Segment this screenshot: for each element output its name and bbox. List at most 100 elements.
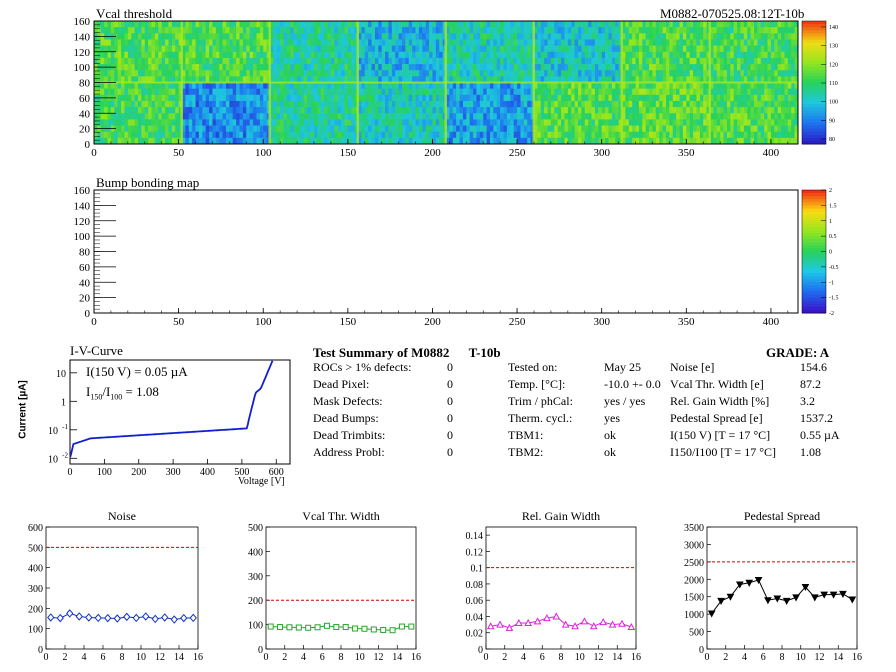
heatmap-cell bbox=[581, 131, 586, 139]
heatmap-cell bbox=[446, 82, 450, 90]
heatmap-cell bbox=[378, 45, 383, 53]
heatmap-cell bbox=[625, 51, 630, 59]
heatmap-cell bbox=[171, 51, 176, 59]
heatmap-cell bbox=[378, 21, 383, 28]
heatmap-cell bbox=[185, 119, 190, 126]
heatmap-cell bbox=[476, 107, 481, 114]
heatmap-cell bbox=[371, 137, 376, 145]
heatmap-cell bbox=[493, 131, 498, 139]
heatmap-cell bbox=[645, 33, 650, 40]
heatmap-cell bbox=[310, 64, 315, 71]
heatmap-cell bbox=[327, 119, 332, 126]
heatmap-cell bbox=[229, 45, 234, 53]
y-tick-label: 500 bbox=[28, 543, 43, 554]
heatmap-cell bbox=[439, 33, 444, 40]
heatmap-cell bbox=[513, 70, 518, 77]
heatmap-cell bbox=[429, 51, 433, 59]
heatmap-cell bbox=[134, 125, 139, 133]
heatmap-cell bbox=[544, 100, 548, 108]
heatmap-cell bbox=[794, 27, 799, 34]
heatmap-cell bbox=[682, 82, 687, 90]
heatmap-cell bbox=[632, 27, 636, 34]
heatmap-cell bbox=[534, 94, 538, 102]
summary-right-value: 1537.2 bbox=[800, 411, 833, 425]
heatmap-cell bbox=[391, 45, 396, 53]
heatmap-cell bbox=[479, 51, 484, 59]
heatmap-cell bbox=[730, 27, 735, 34]
heatmap-cell bbox=[547, 39, 552, 46]
x-tick-label: 350 bbox=[678, 316, 695, 328]
heatmap-cell bbox=[581, 137, 586, 145]
heatmap-cell bbox=[168, 64, 173, 71]
heatmap-cell bbox=[754, 45, 758, 53]
heatmap-cell bbox=[452, 45, 457, 53]
heatmap-cell bbox=[571, 51, 576, 59]
heatmap-cell bbox=[283, 100, 288, 108]
heatmap-cell bbox=[151, 82, 156, 90]
heatmap-cell bbox=[500, 131, 504, 139]
heatmap-cell bbox=[297, 64, 301, 71]
heatmap-cell bbox=[303, 33, 308, 40]
heatmap-cell bbox=[422, 107, 427, 114]
summary-title-text: Test Summary of M0882 bbox=[313, 345, 450, 360]
heatmap-cell bbox=[158, 39, 163, 46]
heatmap-cell bbox=[246, 113, 251, 120]
heatmap-cell bbox=[374, 107, 379, 114]
heatmap-cell bbox=[672, 45, 677, 53]
heatmap-cell bbox=[483, 107, 488, 114]
heatmap-cell bbox=[212, 125, 217, 133]
heatmap-cell bbox=[716, 45, 721, 53]
heatmap-cell bbox=[699, 39, 704, 46]
heatmap-cell bbox=[229, 39, 234, 46]
heatmap-cell bbox=[300, 131, 305, 139]
data-point bbox=[305, 624, 312, 631]
heatmap-cell bbox=[290, 70, 295, 77]
heatmap-cell bbox=[547, 51, 552, 59]
colorbar-swatch bbox=[802, 202, 826, 206]
heatmap-cell bbox=[435, 39, 440, 46]
heatmap-cell bbox=[743, 113, 748, 120]
heatmap-cell bbox=[686, 64, 691, 71]
y-tick-label: 300 bbox=[248, 572, 263, 583]
heatmap-cell bbox=[395, 82, 400, 90]
heatmap-cell bbox=[446, 45, 450, 53]
heatmap-cell bbox=[124, 100, 129, 108]
heatmap-cell bbox=[605, 27, 609, 34]
heatmap-cell bbox=[740, 82, 745, 90]
heatmap-cell bbox=[452, 70, 457, 77]
heatmap-cell bbox=[270, 88, 274, 96]
heatmap-cell bbox=[713, 21, 718, 28]
heatmap-cell bbox=[520, 21, 525, 28]
heatmap-cell bbox=[161, 70, 166, 77]
heatmap-cell bbox=[594, 100, 599, 108]
heatmap-cell bbox=[398, 57, 403, 65]
heatmap-cell bbox=[219, 113, 224, 120]
heatmap-cell bbox=[165, 125, 169, 133]
heatmap-cell bbox=[490, 88, 494, 96]
heatmap-cell bbox=[324, 76, 328, 83]
heatmap-cell bbox=[645, 21, 650, 28]
colorbar-swatch bbox=[802, 57, 826, 62]
heatmap-cell bbox=[730, 82, 735, 90]
heatmap-cell bbox=[127, 39, 132, 46]
heatmap-cell bbox=[608, 137, 613, 145]
heatmap-cell bbox=[229, 125, 234, 133]
heatmap-cell bbox=[764, 107, 768, 114]
heatmap-cell bbox=[435, 76, 440, 83]
heatmap-cell bbox=[723, 70, 728, 77]
heatmap-cell bbox=[94, 131, 98, 139]
summary-middle-label: Temp. [°C]: bbox=[508, 377, 566, 391]
heatmap-cell bbox=[405, 88, 410, 96]
heatmap-cell bbox=[209, 45, 213, 53]
heatmap-cell bbox=[635, 125, 640, 133]
heatmap-cell bbox=[97, 100, 102, 108]
heatmap-cell bbox=[726, 57, 731, 65]
data-point bbox=[608, 620, 617, 628]
heatmap-cell bbox=[750, 107, 755, 114]
heatmap-cell bbox=[242, 94, 247, 102]
heatmap-cell bbox=[347, 21, 352, 28]
heatmap-cell bbox=[161, 100, 166, 108]
heatmap-cell bbox=[320, 113, 325, 120]
colorbar-swatch bbox=[802, 33, 826, 37]
heatmap-cell bbox=[283, 21, 288, 28]
